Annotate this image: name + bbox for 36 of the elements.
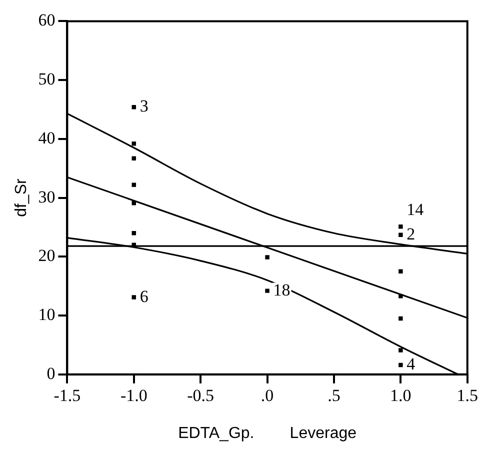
point: [398, 316, 403, 321]
annotation: 18: [273, 280, 290, 300]
annotation: 14: [406, 200, 424, 220]
point: [398, 224, 403, 229]
point: [398, 269, 403, 274]
y-tick-label: 20: [38, 246, 56, 266]
annotation: 3: [140, 96, 148, 116]
y-tick-label: 30: [38, 187, 56, 206]
x-tick-label: -0.5: [187, 386, 214, 406]
point: [398, 294, 403, 298]
x-axis-title: EDTA_Gp. Leverage: [178, 424, 357, 442]
y-tick-label: 50: [38, 70, 56, 89]
x-tick-label: .5: [328, 386, 340, 406]
point: [132, 105, 136, 110]
point: [398, 232, 403, 238]
point: [132, 182, 136, 187]
point: [398, 348, 403, 352]
point: [132, 156, 136, 160]
y-tick-label: 10: [38, 305, 56, 324]
point: [265, 255, 270, 260]
x-tick-label: -1.0: [120, 386, 148, 406]
annotation: 6: [140, 286, 148, 306]
point: [265, 288, 270, 293]
x-tick-label: 1.0: [390, 386, 412, 406]
point: [132, 295, 136, 300]
y-tick-label: 40: [38, 128, 56, 148]
y-tick-label: 60: [38, 10, 56, 30]
x-tick-label: .0: [260, 386, 274, 406]
y-tick-label: 0: [46, 364, 56, 383]
point: [398, 362, 403, 368]
x-tick-label: -1.5: [54, 386, 81, 406]
annotation: 2: [406, 224, 416, 244]
annotation: 4: [406, 354, 416, 374]
point: [132, 142, 136, 146]
y-axis-title: df_Sr: [13, 178, 30, 217]
x-tick-label: 1.5: [456, 386, 478, 406]
